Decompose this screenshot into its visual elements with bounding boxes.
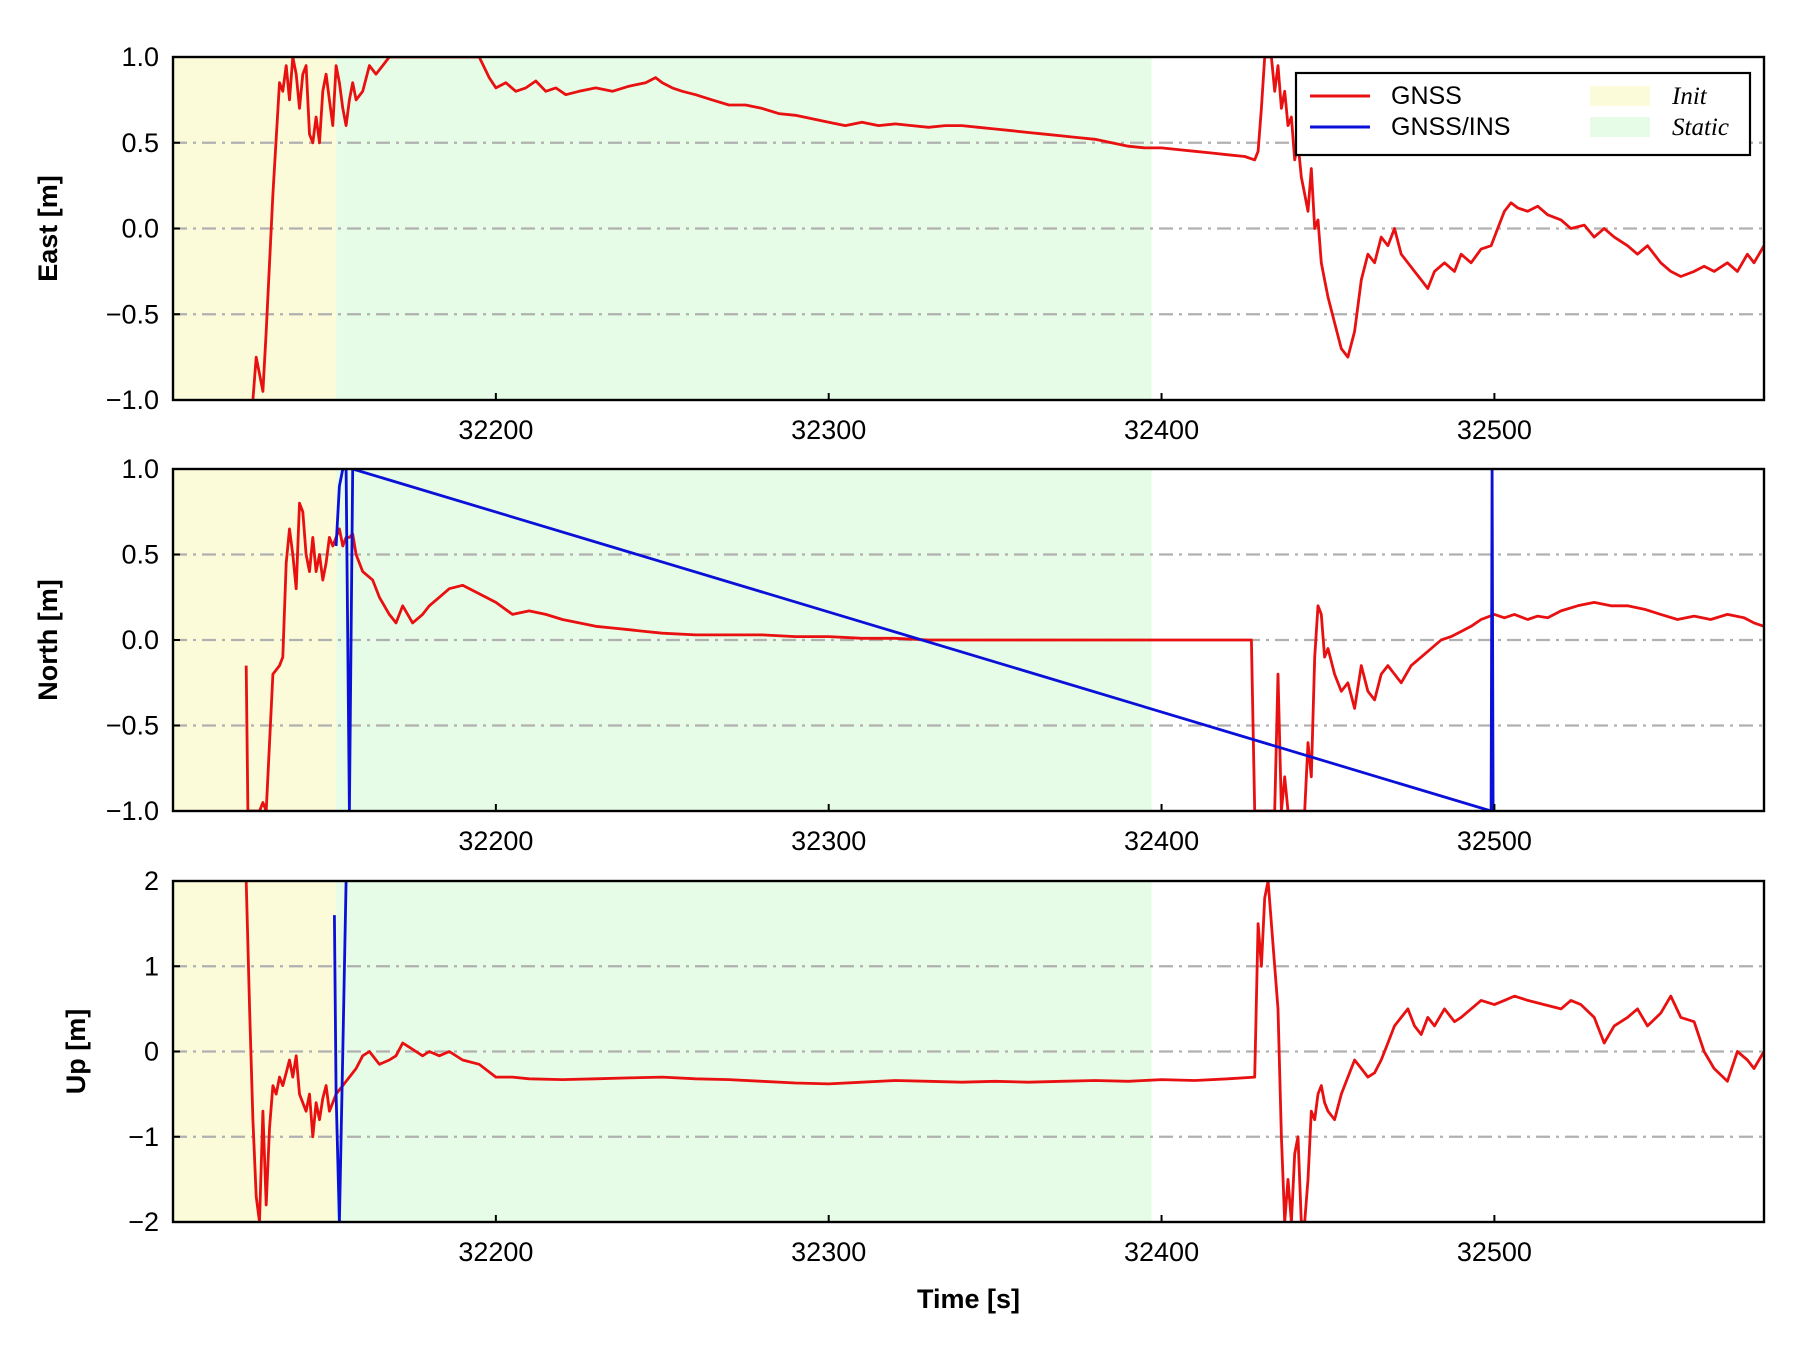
x-tick-label: 32200	[458, 826, 533, 856]
region-static	[336, 881, 1152, 1222]
series-group	[244, 881, 1764, 1222]
y-tick-label: −1.0	[106, 796, 159, 826]
legend-label: Static	[1672, 114, 1729, 141]
panel-3: −2 −1 0 1 2 32200 32300 32400 32500 Up [m]	[61, 866, 1766, 1267]
series-line-gnss	[244, 881, 1764, 1222]
legend-swatch-region	[1590, 86, 1650, 106]
legend-box	[1294, 71, 1752, 157]
x-tick-label: 32500	[1457, 1237, 1532, 1267]
legend: GNSS GNSS/INS Init Static	[1294, 71, 1752, 157]
y-tick-label: 0	[144, 1037, 159, 1067]
series-line-gnss-ins	[333, 881, 348, 1222]
panel-1: −1.0 −0.5 0.0 0.5 1.0 32200 32300 32400 32500 Eas…	[33, 42, 1766, 445]
y-axis-label: East [m]	[33, 175, 63, 282]
x-tick-label: 32500	[1457, 826, 1532, 856]
x-tick-label: 32300	[791, 826, 866, 856]
x-tick-label: 32400	[1124, 1237, 1199, 1267]
legend-label: GNSS	[1391, 82, 1462, 110]
x-tick-label: 32300	[791, 415, 866, 445]
x-tick-label: 32200	[458, 1237, 533, 1267]
y-tick-label: 0.5	[121, 540, 159, 570]
y-tick-label: −0.5	[106, 299, 159, 329]
region-init	[173, 469, 337, 811]
x-tick-label: 32400	[1124, 826, 1199, 856]
x-tick-label: 32200	[458, 415, 533, 445]
panel-2: −1.0 −0.5 0.0 0.5 1.0 32200 32300 32400 32500 Nor…	[33, 454, 1766, 856]
x-tick-label: 32300	[791, 1237, 866, 1267]
y-tick-label: 1.0	[121, 454, 159, 484]
series-line-gnss-ins	[334, 469, 1495, 811]
y-tick-label: −2	[128, 1207, 159, 1237]
y-tick-label: 0.0	[121, 625, 159, 655]
legend-label: Init	[1671, 83, 1708, 110]
series-group	[244, 469, 1764, 811]
series-group	[251, 57, 1764, 400]
y-tick-label: 0.0	[121, 214, 159, 244]
x-tick-label: 32400	[1124, 415, 1199, 445]
y-tick-label: 2	[144, 866, 159, 896]
series-line-gnss	[251, 57, 1764, 400]
series-line-gnss	[244, 501, 1764, 811]
legend-swatch-region	[1590, 117, 1650, 137]
x-axis-label: Time [s]	[917, 1284, 1020, 1314]
x-tick-label: 32500	[1457, 415, 1532, 445]
region-static	[336, 57, 1152, 400]
y-tick-label: 0.5	[121, 128, 159, 158]
y-tick-label: 1	[144, 951, 159, 981]
y-tick-label: −1.0	[106, 385, 159, 415]
y-tick-label: −1	[128, 1122, 159, 1152]
y-tick-label: −0.5	[106, 711, 159, 741]
y-axis-label: North [m]	[33, 579, 63, 700]
y-axis-label: Up [m]	[61, 1009, 91, 1094]
y-tick-label: 1.0	[121, 42, 159, 72]
legend-label: GNSS/INS	[1391, 113, 1510, 141]
